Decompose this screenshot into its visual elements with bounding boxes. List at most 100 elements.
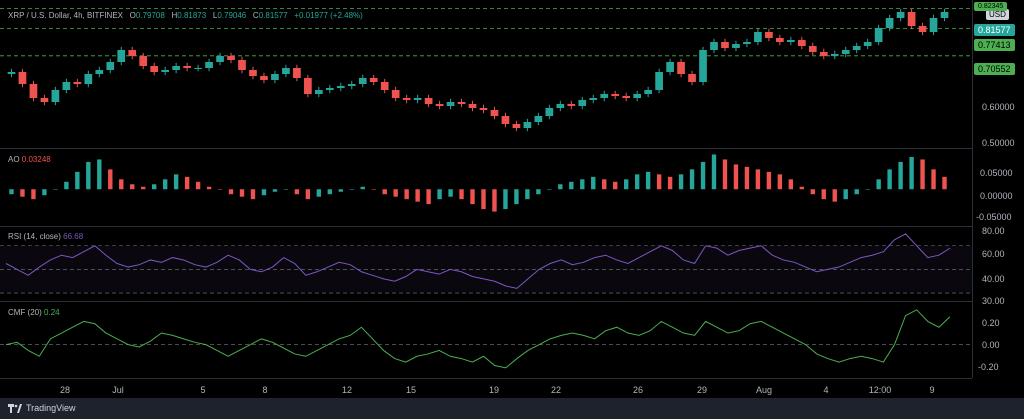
ao-bar bbox=[130, 184, 135, 190]
candle-body bbox=[819, 52, 828, 56]
candle-body bbox=[84, 74, 93, 84]
ao-bar bbox=[404, 189, 409, 200]
ao-value: 0.03248 bbox=[21, 155, 51, 164]
candle-body bbox=[743, 42, 751, 44]
ao-bar bbox=[283, 189, 289, 190]
brand-name: TradingView bbox=[26, 403, 76, 413]
ao-bar bbox=[9, 189, 14, 195]
ao-bar bbox=[722, 159, 728, 190]
high-label: H bbox=[171, 11, 178, 20]
ao-bar bbox=[151, 184, 157, 190]
ao-bar bbox=[492, 189, 497, 212]
candle-body bbox=[940, 12, 949, 18]
ao-bar bbox=[371, 189, 376, 190]
ao-bar bbox=[31, 189, 36, 200]
tradingview-icon bbox=[8, 403, 22, 413]
ao-bar bbox=[700, 161, 706, 190]
rsi-legend[interactable]: RSI (14, close) 66.68 bbox=[8, 232, 83, 241]
candle-body bbox=[721, 42, 729, 48]
price-tag-level-1: 0.77413 bbox=[974, 39, 1015, 51]
ao-bar bbox=[64, 181, 69, 190]
pane-divider[interactable] bbox=[0, 301, 972, 302]
candle-body bbox=[369, 78, 378, 82]
candle-body bbox=[633, 94, 642, 98]
price-tag-level-2: 0.70552 bbox=[974, 63, 1015, 75]
close-label: C bbox=[252, 11, 259, 20]
candle-body bbox=[62, 82, 71, 90]
ao-bar bbox=[623, 179, 629, 190]
x-tick-label: 5 bbox=[200, 385, 206, 395]
candle-body bbox=[446, 102, 455, 106]
ao-legend[interactable]: AO 0.03248 bbox=[8, 155, 51, 164]
candle-body bbox=[918, 26, 927, 32]
close-value: 0.81577 bbox=[258, 11, 288, 20]
ao-bar bbox=[810, 189, 815, 195]
x-tick-label: Aug bbox=[755, 385, 773, 395]
rsi-y-tick: 40.00 bbox=[982, 274, 1005, 284]
x-tick-label: 12 bbox=[341, 385, 353, 395]
x-tick-label: 9 bbox=[929, 385, 935, 395]
ao-bar bbox=[327, 189, 333, 195]
open-value: 0.79708 bbox=[135, 11, 165, 20]
cmf-legend[interactable]: CMF (20) 0.24 bbox=[8, 308, 60, 317]
ao-bar bbox=[920, 159, 925, 190]
candle-body bbox=[666, 62, 674, 72]
candle-body bbox=[765, 32, 773, 38]
symbol-legend[interactable]: XRP / U.S. Dollar, 4h, BITFINEX O0.79708… bbox=[8, 11, 363, 20]
ao-bar bbox=[360, 186, 365, 190]
candle-body bbox=[95, 70, 104, 74]
candle-body bbox=[589, 98, 598, 100]
symbol-title: XRP / U.S. Dollar, 4h, BITFINEX bbox=[8, 11, 123, 20]
candle-body bbox=[150, 66, 159, 72]
candle-body bbox=[786, 40, 795, 42]
ao-name: AO bbox=[8, 155, 20, 164]
ao-bar bbox=[645, 171, 651, 190]
ao-bar bbox=[459, 189, 464, 200]
ao-bar bbox=[481, 189, 486, 210]
ao-bar bbox=[470, 189, 475, 205]
candle-body bbox=[545, 108, 554, 116]
ao-bar bbox=[415, 189, 420, 202]
pane-divider[interactable] bbox=[0, 226, 972, 227]
time-axis[interactable] bbox=[0, 378, 972, 399]
candle-body bbox=[139, 56, 148, 66]
chart-canvas[interactable] bbox=[0, 0, 972, 378]
candle-body bbox=[40, 98, 49, 102]
ao-bar bbox=[338, 189, 343, 192]
x-tick-label: 4 bbox=[823, 385, 829, 395]
candle-body bbox=[512, 124, 521, 128]
candle-body bbox=[29, 84, 38, 98]
x-tick-label: 29 bbox=[696, 385, 708, 395]
candle-body bbox=[578, 100, 587, 106]
candle-body bbox=[644, 90, 652, 94]
candle-body bbox=[556, 104, 565, 108]
y-tick-label: 0.50000 bbox=[982, 138, 1015, 148]
currency-badge[interactable]: USD bbox=[986, 9, 1009, 20]
pane-divider[interactable] bbox=[0, 148, 972, 149]
candle-body bbox=[501, 116, 510, 124]
ao-bar bbox=[272, 189, 278, 192]
change-value: +0.01977 (+2.48%) bbox=[294, 11, 363, 20]
y-tick-label: 0.60000 bbox=[982, 102, 1015, 112]
ao-bar bbox=[580, 179, 585, 190]
candle-body bbox=[271, 74, 279, 80]
ao-bar bbox=[514, 189, 519, 205]
candle-body bbox=[325, 88, 334, 90]
ao-bar bbox=[821, 189, 826, 200]
candle-body bbox=[282, 68, 290, 74]
candle-body bbox=[106, 62, 115, 70]
ao-bar bbox=[766, 171, 772, 190]
ao-bar bbox=[108, 169, 113, 190]
candle-body bbox=[688, 74, 696, 82]
tradingview-logo[interactable]: TradingView bbox=[8, 403, 76, 413]
candle-body bbox=[567, 104, 576, 106]
candle-body bbox=[600, 94, 609, 98]
cmf-y-tick: 0.00 bbox=[982, 340, 1000, 350]
candle-body bbox=[183, 66, 191, 68]
x-tick-label: 28 bbox=[59, 385, 71, 395]
candle-body bbox=[336, 86, 345, 88]
candle-body bbox=[117, 50, 126, 62]
rsi-value: 66.68 bbox=[63, 232, 84, 241]
candle-body bbox=[227, 56, 235, 60]
